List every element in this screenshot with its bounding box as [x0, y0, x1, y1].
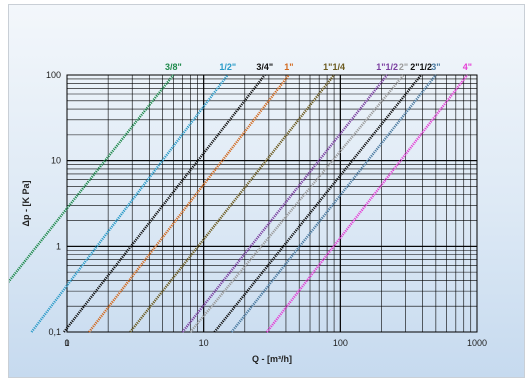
- x-tick-label: 100: [333, 338, 348, 348]
- series-label: 4": [463, 62, 472, 72]
- y-tick-label: 0,1: [48, 327, 61, 337]
- series-line: [189, 74, 405, 333]
- series-label: 3": [431, 62, 440, 72]
- x-tick-labels: 01 10 100 1000: [64, 338, 487, 348]
- series-label: 3/4": [256, 62, 273, 72]
- series-label: 1": [284, 62, 293, 72]
- y-axis-title: Δp - [K Pa]: [21, 181, 31, 227]
- x-tick-label: 1: [64, 338, 69, 348]
- x-tick-label: 10: [199, 338, 209, 348]
- series-label: 1"1/4: [323, 62, 345, 72]
- series-label: 1/2": [219, 62, 236, 72]
- series-line: [63, 74, 266, 333]
- x-tick-label: 0: [64, 338, 69, 348]
- series-label: 2": [399, 62, 408, 72]
- series-line: [30, 74, 229, 333]
- series-line: [265, 74, 469, 333]
- series-label: 3/8": [165, 62, 182, 72]
- series-line: [181, 74, 389, 333]
- plot-border: [66, 74, 478, 333]
- series-line: [230, 74, 437, 333]
- series-lines: [9, 74, 469, 333]
- series-labels: 3/8" 1/2" 3/4" 1" 1"1/4 1"1/2 2" 2"1/2 3" 4": [165, 62, 472, 72]
- y-tick-label: 1: [56, 241, 61, 251]
- y-tick-label: 100: [46, 70, 61, 80]
- pressure-drop-chart: 3/8" 1/2" 3/4" 1" 1"1/4 1"1/2 2" 2"1/2 3" 4" 01 10…: [9, 62, 487, 364]
- series-line: [213, 74, 423, 333]
- x-axis-title: Q - [m³/h]: [252, 354, 292, 364]
- series-label: 1"1/2: [376, 62, 398, 72]
- x-tick-label: 1000: [467, 338, 487, 348]
- series-line: [9, 74, 175, 284]
- chart-frame: 3/8" 1/2" 3/4" 1" 1"1/4 1"1/2 2" 2"1/2 3" 4" 0 1 10…: [8, 4, 525, 378]
- y-tick-label: 10: [51, 156, 61, 166]
- series-label: 2"1/2: [410, 62, 432, 72]
- series-line: [129, 74, 336, 333]
- y-tick-labels: 0,1 1 10 100: [46, 70, 61, 337]
- series-line: [88, 74, 290, 333]
